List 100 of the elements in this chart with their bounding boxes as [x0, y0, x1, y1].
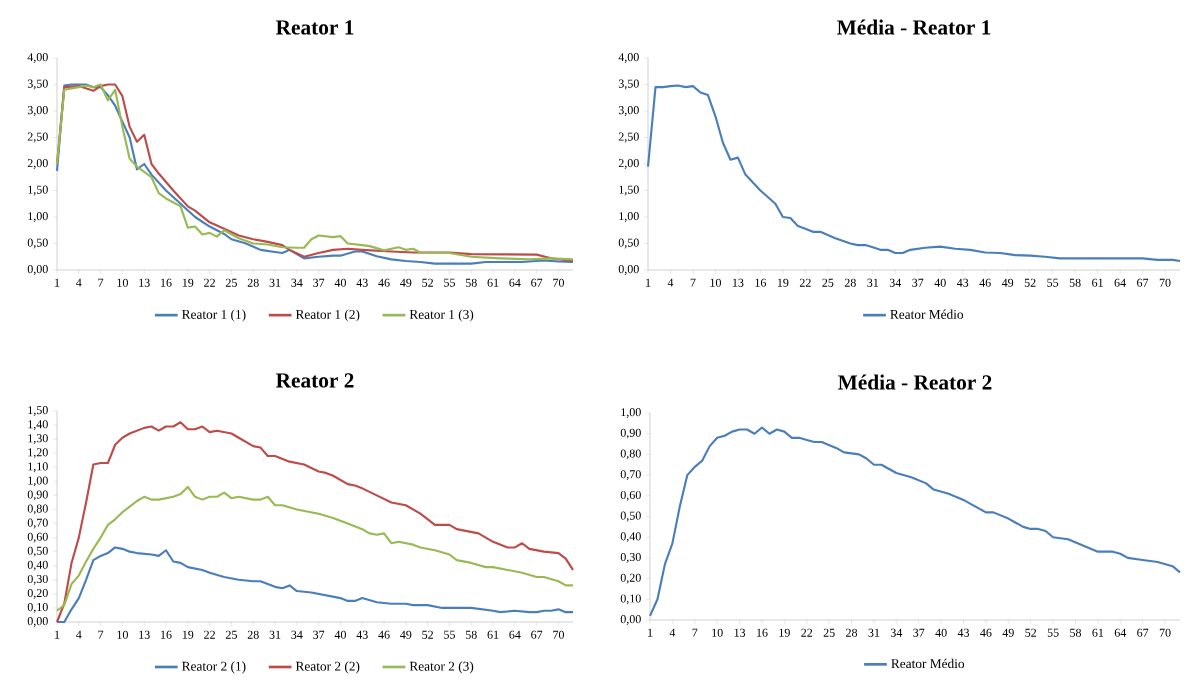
- y-tick-label: 3,50: [618, 79, 639, 90]
- y-tick-label: 0,80: [620, 449, 641, 460]
- y-tick-label: 2,50: [27, 132, 48, 143]
- y-tick-label: 3,50: [27, 79, 48, 90]
- chart-title: Média - Reator 2: [838, 374, 992, 390]
- x-tick-label: 1: [55, 630, 60, 639]
- y-tick-label: 1,00: [28, 476, 48, 487]
- x-tick-label: 16: [161, 278, 172, 287]
- x-tick-label: 10: [712, 628, 723, 637]
- x-tick-label: 49: [1002, 628, 1014, 637]
- x-tick-label: 70: [1159, 278, 1171, 287]
- x-tick-label: 25: [225, 630, 237, 639]
- y-tick-label: 1,20: [28, 448, 48, 459]
- x-tick-label: 25: [822, 278, 834, 287]
- x-tick-label: 37: [912, 278, 924, 287]
- y-tick-label: 0,00: [620, 615, 641, 625]
- x-tick-label: 67: [1137, 628, 1149, 637]
- y-tick-label: 2,50: [618, 132, 639, 143]
- x-tick-label: 46: [979, 278, 991, 287]
- x-tick-label: 13: [734, 628, 746, 637]
- y-tick-label: 0,00: [618, 265, 639, 275]
- y-tick-label: 1,40: [28, 420, 48, 430]
- legend-label: Reator Médio: [891, 658, 965, 669]
- x-tick-label: 64: [509, 278, 521, 287]
- chart-title: Reator 1: [275, 20, 354, 35]
- x-tick-label: 7: [98, 278, 104, 287]
- x-tick-label: 55: [1047, 628, 1059, 637]
- y-tick-label: 1,10: [28, 462, 48, 473]
- x-tick-label: 55: [444, 630, 455, 639]
- y-tick-label: 0,80: [27, 504, 48, 515]
- x-tick-label: 4: [667, 278, 674, 287]
- x-tick-label: 10: [710, 278, 721, 287]
- y-tick-label: 0,60: [27, 532, 48, 543]
- y-tick-label: 1,30: [28, 434, 48, 445]
- chart-title: Média - Reator 1: [837, 19, 991, 35]
- x-tick-label: 52: [422, 278, 433, 287]
- y-tick-label: 4,00: [618, 53, 639, 63]
- y-tick-label: 0,50: [27, 238, 48, 249]
- legend-label: Reator 2 (3): [409, 661, 474, 674]
- x-tick-label: 7: [690, 278, 696, 287]
- x-tick-label: 61: [1092, 278, 1103, 287]
- x-tick-label: 31: [269, 278, 281, 287]
- x-tick-label: 64: [509, 630, 521, 639]
- line-series: [646, 84, 1182, 263]
- x-tick-label: 31: [868, 628, 880, 637]
- x-tick-label: 67: [531, 630, 543, 639]
- x-tick-label: 28: [247, 278, 259, 287]
- y-tick-label: 0,50: [620, 511, 641, 522]
- y-tick-label: 1,50: [619, 185, 639, 196]
- x-tick-label: 40: [934, 278, 946, 287]
- x-tick-label: 22: [801, 628, 813, 637]
- x-tick-label: 1: [646, 278, 651, 287]
- x-tick-label: 58: [1069, 278, 1081, 287]
- x-tick-label: 4: [76, 278, 82, 287]
- y-tick-label: 0,30: [620, 552, 641, 563]
- y-tick-label: 4,00: [27, 53, 48, 63]
- y-tick-label: 0,00: [27, 617, 48, 627]
- x-tick-label: 46: [378, 630, 390, 639]
- y-tick-label: 0,40: [620, 532, 641, 543]
- x-tick-label: 49: [1001, 278, 1014, 287]
- x-tick-label: 13: [139, 278, 150, 287]
- y-tick-label: 2,00: [27, 159, 48, 169]
- y-tick-label: 0,50: [618, 238, 639, 249]
- line-series: [55, 485, 575, 612]
- legend-label: Reator Médio: [890, 309, 964, 319]
- y-tick-label: 0,40: [27, 560, 48, 571]
- y-tick-label: 0,70: [620, 470, 641, 481]
- x-tick-label: 43: [356, 278, 368, 287]
- x-tick-label: 34: [889, 278, 902, 287]
- legend-label: Reator 2 (2): [295, 661, 360, 674]
- y-tick-label: 0,70: [27, 518, 48, 529]
- x-tick-label: 37: [313, 278, 325, 287]
- x-tick-label: 70: [553, 278, 564, 287]
- y-tick-label: 0,10: [27, 603, 48, 613]
- x-tick-label: 46: [980, 628, 992, 637]
- y-tick-label: 0,20: [620, 573, 641, 584]
- x-tick-label: 25: [225, 278, 237, 287]
- x-tick-label: 49: [400, 630, 412, 639]
- y-tick-label: 1,50: [28, 406, 48, 416]
- x-tick-label: 25: [823, 628, 835, 637]
- x-tick-label: 61: [487, 278, 499, 287]
- x-tick-label: 7: [692, 628, 698, 637]
- x-tick-label: 52: [1024, 278, 1036, 287]
- x-tick-label: 10: [117, 630, 128, 639]
- x-tick-label: 34: [291, 630, 303, 639]
- x-tick-label: 55: [444, 278, 455, 287]
- x-tick-label: 28: [846, 628, 858, 637]
- x-tick-label: 37: [313, 630, 325, 639]
- x-tick-label: 19: [182, 630, 194, 639]
- x-tick-label: 55: [1047, 278, 1059, 287]
- y-tick-label: 0,30: [27, 574, 48, 585]
- legend-label: Reator 1 (1): [182, 309, 246, 322]
- y-tick-label: 2,00: [618, 159, 639, 169]
- x-tick-label: 19: [182, 278, 194, 287]
- x-tick-label: 16: [757, 628, 768, 637]
- x-tick-label: 34: [890, 628, 903, 637]
- x-tick-label: 31: [269, 630, 281, 639]
- x-tick-label: 7: [98, 630, 104, 639]
- y-tick-label: 0,50: [27, 546, 48, 557]
- x-tick-label: 70: [553, 630, 564, 639]
